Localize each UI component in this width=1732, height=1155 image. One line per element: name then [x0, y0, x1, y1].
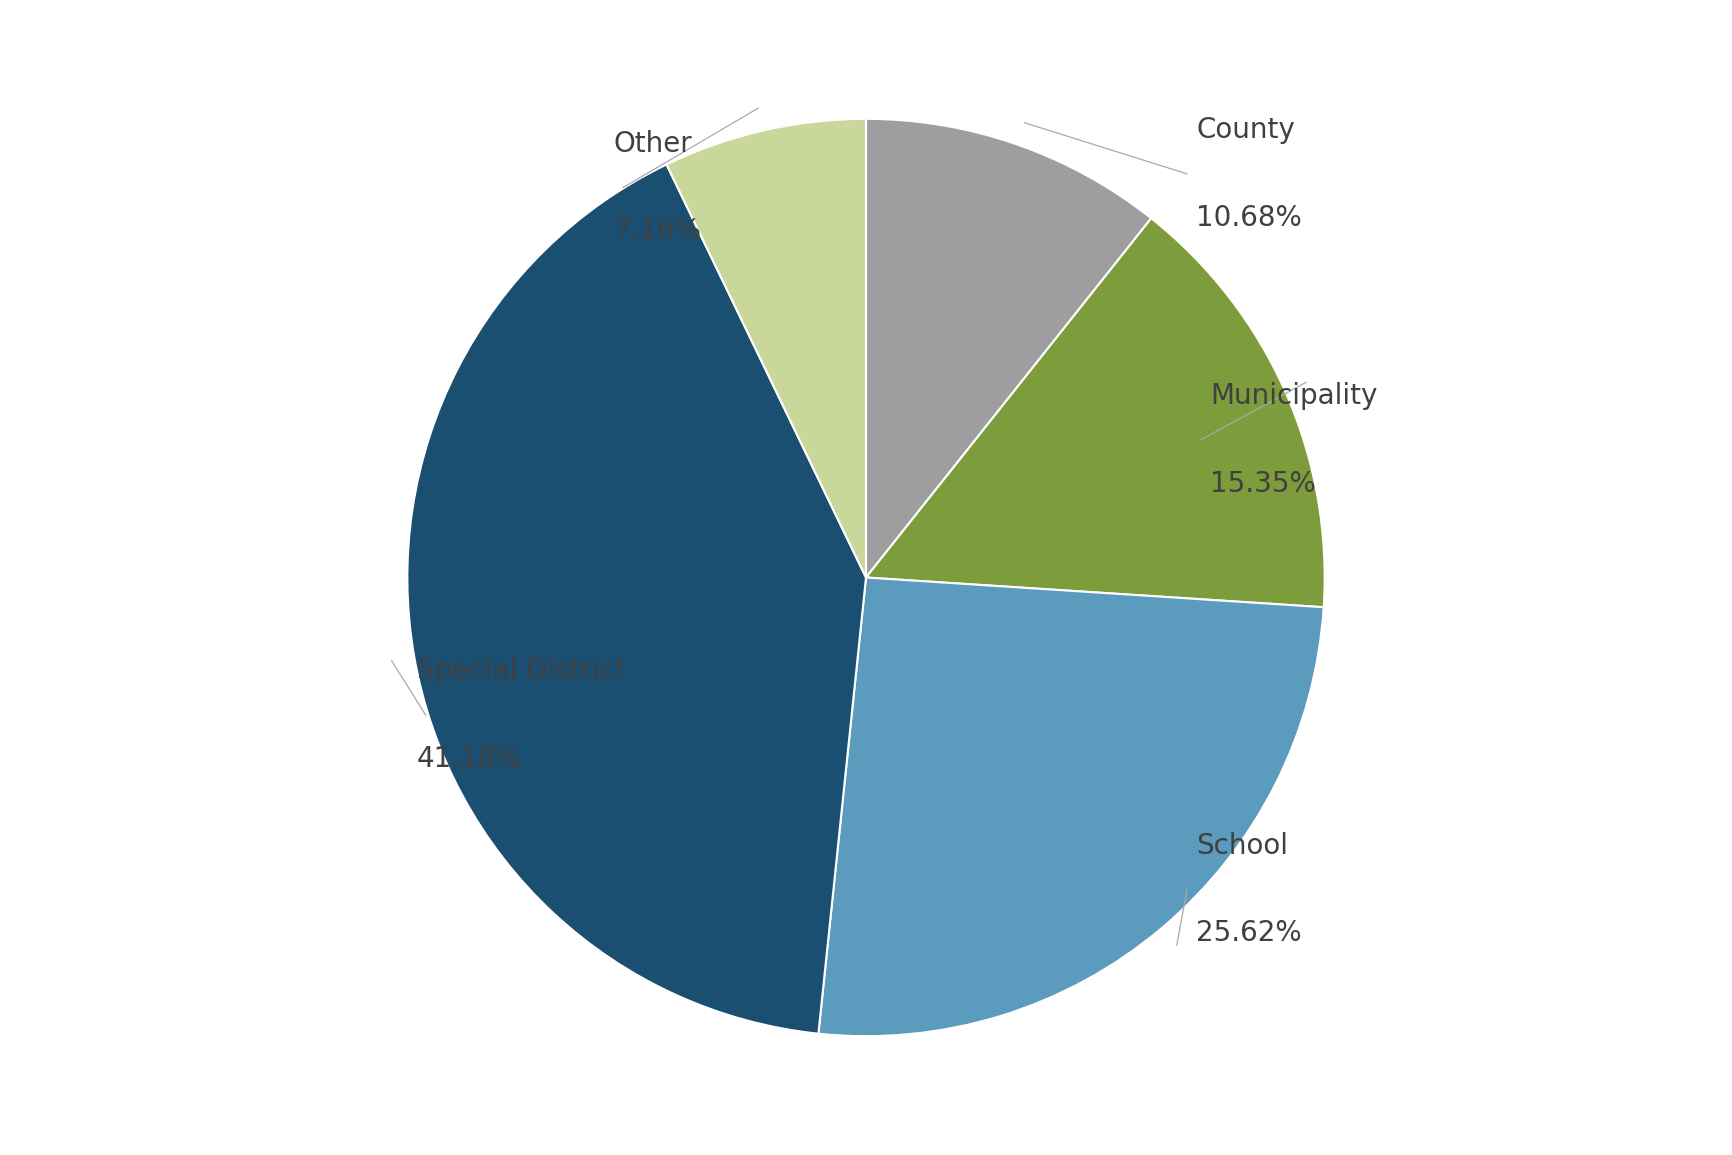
Text: Other: Other: [613, 129, 693, 158]
Wedge shape: [407, 164, 866, 1034]
Text: Municipality: Municipality: [1211, 382, 1377, 410]
Wedge shape: [866, 218, 1325, 608]
Wedge shape: [667, 119, 866, 578]
Wedge shape: [819, 578, 1323, 1036]
Text: 25.62%: 25.62%: [1197, 919, 1302, 947]
Text: County: County: [1197, 116, 1296, 144]
Text: 10.68%: 10.68%: [1197, 203, 1302, 232]
Text: 41.18%: 41.18%: [416, 745, 521, 773]
Text: 7.16%: 7.16%: [613, 217, 701, 246]
Text: Special District: Special District: [416, 657, 625, 685]
Text: 15.35%: 15.35%: [1211, 470, 1316, 498]
Text: School: School: [1197, 832, 1289, 859]
Wedge shape: [866, 119, 1152, 578]
